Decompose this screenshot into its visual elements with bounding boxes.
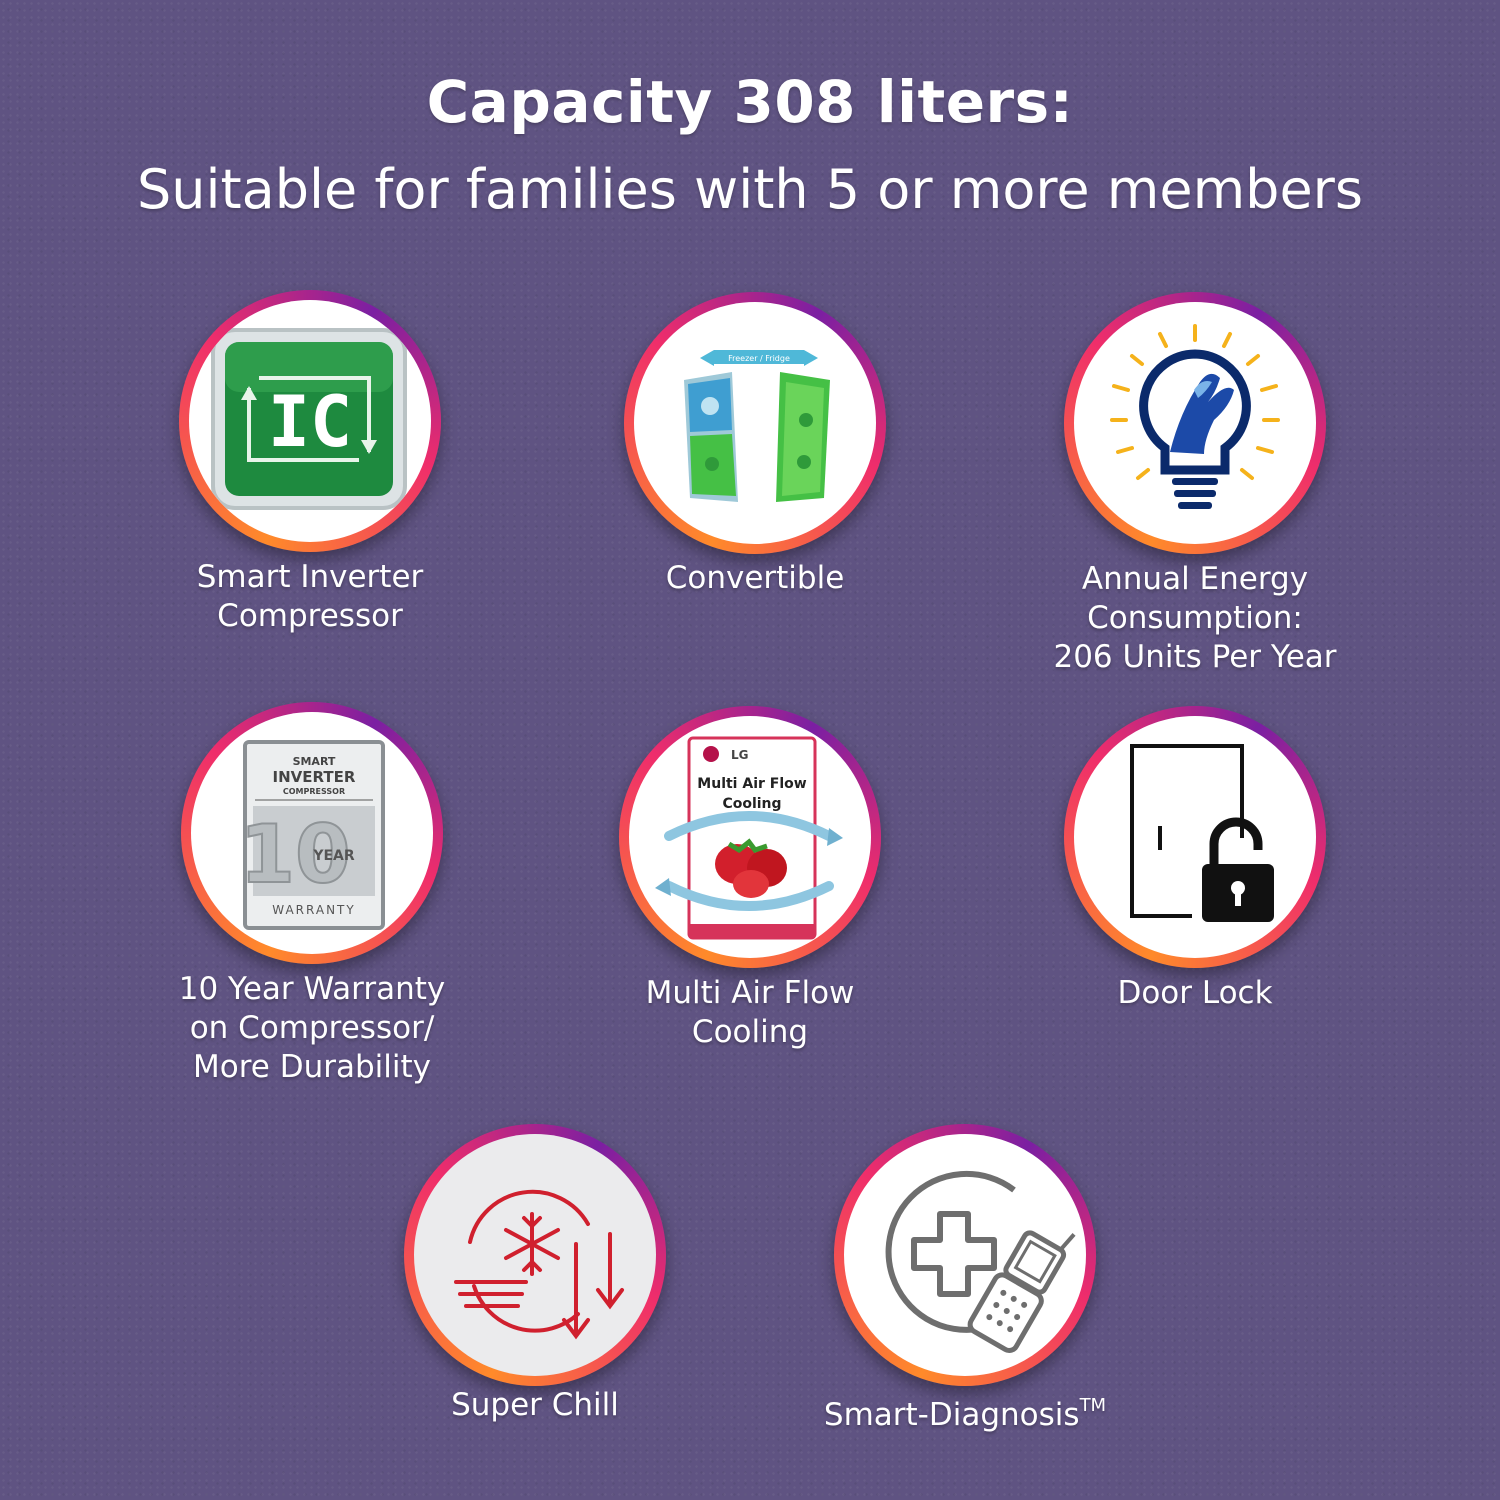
svg-text:Multi Air Flow: Multi Air Flow: [697, 776, 806, 792]
feature-label: Smart Inverter Compressor: [196, 559, 424, 634]
feature-label: Multi Air Flow Cooling: [645, 975, 855, 1050]
svg-text:10: 10: [239, 808, 350, 901]
smart-diagnosis-text: Smart-Diagnosis: [823, 1397, 1080, 1433]
svg-text:YEAR: YEAR: [312, 848, 355, 864]
energy-bulb-hand-icon: [1110, 324, 1280, 509]
super-chill-icon: [454, 1189, 624, 1340]
feature-label: Super Chill: [451, 1387, 619, 1423]
smart-diagnosis-icon: [885, 1170, 1076, 1353]
svg-text:COMPRESSOR: COMPRESSOR: [283, 787, 345, 796]
ic-text: IC: [268, 381, 352, 463]
svg-text:INVERTER: INVERTER: [273, 768, 356, 786]
feature-label: Smart-DiagnosisTM: [785, 1386, 1145, 1435]
warranty-badge-icon: SMART INVERTER COMPRESSOR 10 YEAR WARRAN…: [238, 740, 385, 930]
svg-text:LG: LG: [731, 748, 749, 762]
feature-label: Annual Energy Consumption: 206 Units Per…: [1053, 561, 1337, 675]
door-lock-icon: [1130, 744, 1274, 922]
feature-label: 10 Year Warranty on Compressor/ More Dur…: [178, 971, 446, 1085]
multi-air-flow-icon: LG Multi Air Flow Cooling: [655, 736, 843, 940]
feature-label: Door Lock: [1117, 975, 1273, 1011]
convertible-fridge-icon: Freezer / Fridge: [684, 350, 830, 502]
headline-title: Capacity 308 liters:: [426, 68, 1074, 136]
svg-text:Freezer / Fridge: Freezer / Fridge: [728, 354, 790, 363]
trademark: TM: [1079, 1395, 1107, 1416]
ic-inverter-icon: IC: [211, 328, 407, 510]
feature-label: Convertible: [665, 560, 845, 596]
svg-text:Cooling: Cooling: [722, 796, 781, 812]
svg-text:SMART: SMART: [293, 755, 336, 768]
headline-subtitle: Suitable for families with 5 or more mem…: [136, 158, 1364, 221]
svg-text:WARRANTY: WARRANTY: [272, 903, 355, 917]
